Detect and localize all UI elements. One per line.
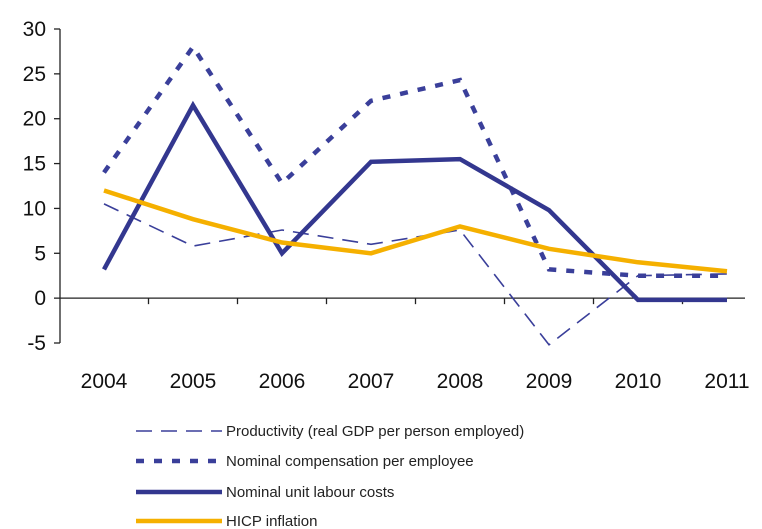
chart-axes [59,29,745,343]
y-tick-label: 0 [34,287,46,310]
y-axis-ticks: -5 0 5 10 15 20 25 30 [23,18,60,355]
y-tick-label: 5 [34,242,46,265]
x-tick-label: 2010 [615,370,662,393]
x-tick-label: 2004 [81,370,128,393]
x-tick-label: 2008 [437,370,484,393]
x-tick-label: 2005 [170,370,217,393]
legend-label-3: Nominal unit labour costs [226,484,394,501]
legend-label-4: HICP inflation [226,513,317,529]
x-tick-label: 2007 [348,370,395,393]
y-tick-label: 10 [23,197,46,220]
series-line-4 [103,188,728,274]
y-tick-label: -5 [27,332,46,355]
y-tick-label: 25 [23,63,46,86]
y-tick-label: 20 [23,108,46,131]
x-tick-label: 2009 [526,370,573,393]
x-tick-label: 2011 [704,370,749,393]
y-tick-label: 30 [23,18,46,41]
x-axis-ticks: 2004 2005 2006 2007 2008 2009 2010 2011 [81,298,750,393]
x-tick-label: 2006 [259,370,306,393]
y-tick-label: 15 [23,153,46,176]
series-line-2 [102,42,727,278]
legend: Productivity (real GDP per person employ… [136,423,524,529]
legend-label-2: Nominal compensation per employee [226,453,474,470]
series-layer [102,42,728,346]
legend-label-1: Productivity (real GDP per person employ… [226,423,524,440]
series-line-1 [103,203,728,346]
series-line-3 [102,100,727,303]
